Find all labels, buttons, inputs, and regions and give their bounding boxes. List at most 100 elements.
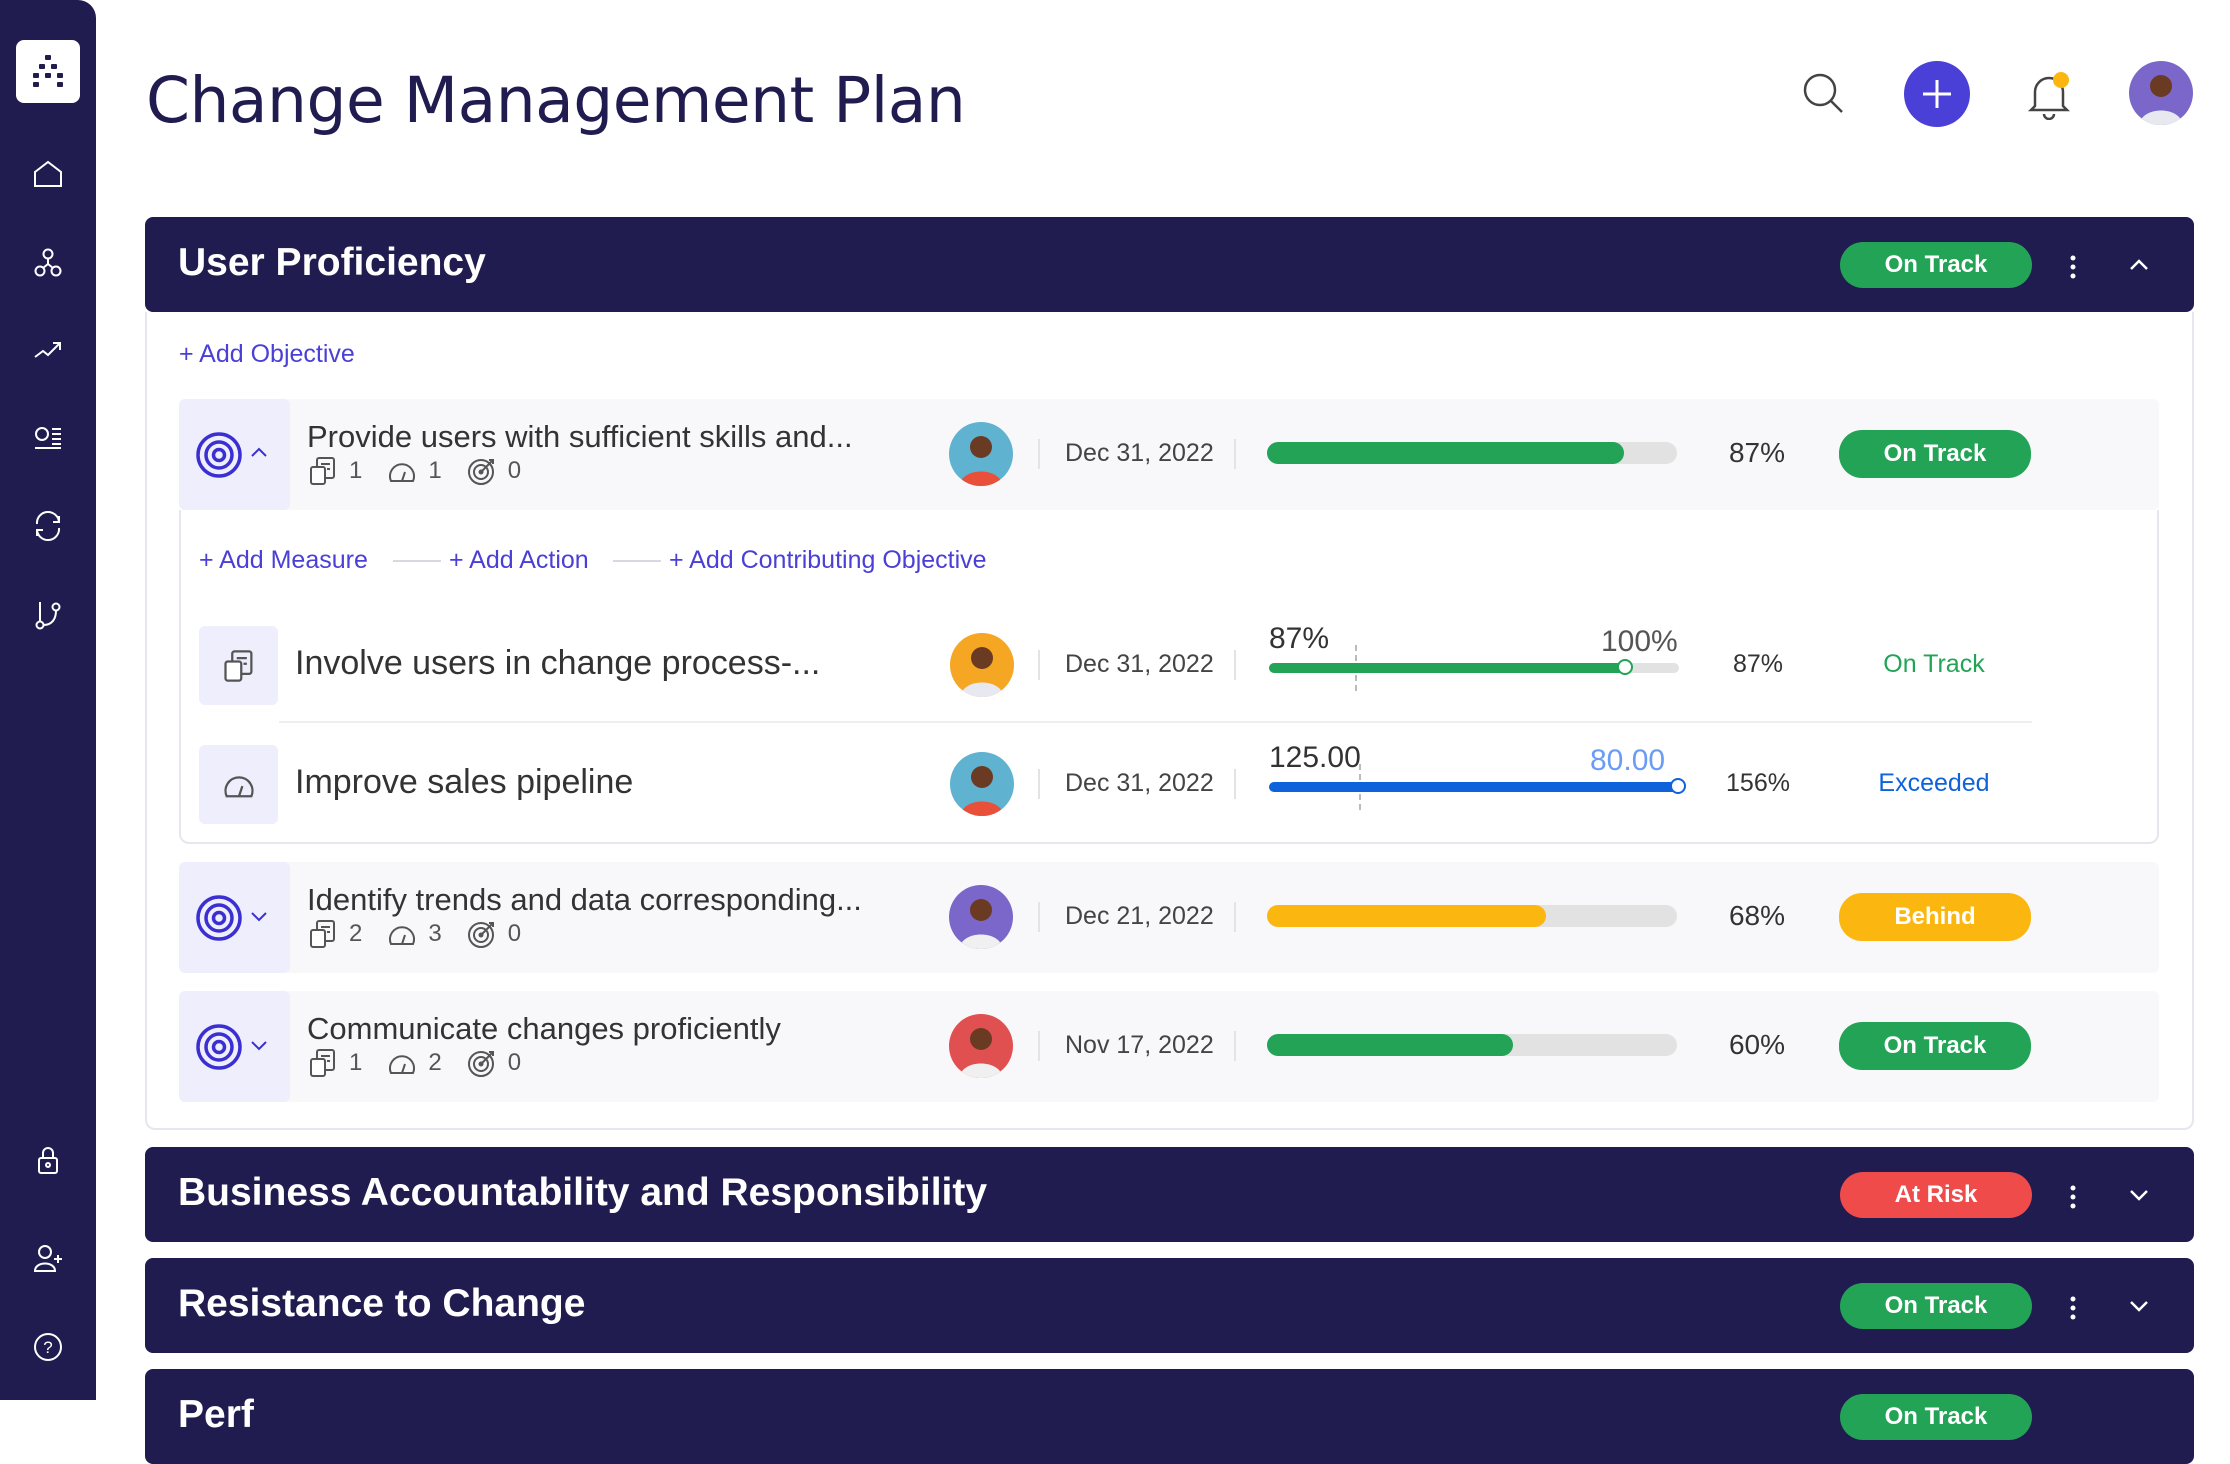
progress-fill — [1269, 778, 1686, 794]
add-measure-link[interactable]: + Add Measure — [199, 546, 368, 574]
action-icon — [307, 918, 339, 950]
due-date: Dec 21, 2022 — [1065, 902, 1214, 930]
objective-icon-cell[interactable] — [179, 862, 290, 973]
measure-row[interactable]: Improve sales pipeline Dec 31, 2022 125.… — [181, 729, 2161, 839]
status-badge: On Track — [1840, 1394, 2032, 1440]
status-badge: On Track — [1839, 1022, 2031, 1070]
help-icon: ? — [34, 1333, 62, 1361]
owner-avatar[interactable] — [950, 752, 1014, 816]
progress-bar — [1267, 905, 1677, 927]
app-logo[interactable] — [16, 40, 80, 103]
divider — [1038, 439, 1040, 469]
add-contributing-objective-link[interactable]: + Add Contributing Objective — [669, 546, 987, 574]
objective-title[interactable]: Identify trends and data corresponding..… — [307, 882, 862, 917]
section-partial[interactable]: Perf On Track — [145, 1369, 2194, 1464]
progress-fill — [1267, 442, 1624, 464]
connector — [393, 560, 441, 562]
owner-avatar[interactable] — [950, 633, 1014, 697]
progress-knob[interactable] — [1670, 778, 1686, 794]
objective-row[interactable]: Identify trends and data corresponding..… — [179, 862, 2159, 973]
objective-details: + Add Measure + Add Action + Add Contrib… — [179, 510, 2159, 844]
chevron-down-icon[interactable] — [249, 910, 269, 924]
section-business-accountability[interactable]: Business Accountability and Responsibili… — [145, 1147, 2194, 1242]
sidebar-item-sync[interactable] — [30, 508, 66, 544]
sidebar-item-add-user[interactable] — [30, 1240, 66, 1276]
section-resistance-to-change[interactable]: Resistance to Change On Track — [145, 1258, 2194, 1353]
logo-icon — [33, 54, 63, 87]
objective-counts: 1 1 0 — [307, 455, 535, 487]
person-icon — [950, 633, 1014, 697]
action-count: 2 — [349, 920, 363, 947]
person-icon — [950, 752, 1014, 816]
sidebar-item-hierarchy[interactable] — [30, 245, 66, 281]
sidebar-item-help[interactable]: ? — [30, 1329, 66, 1365]
target-icon — [195, 431, 243, 479]
divider — [1038, 902, 1040, 932]
more-options-icon[interactable] — [2067, 1183, 2079, 1211]
notifications-button[interactable] — [2026, 68, 2072, 120]
objective-title[interactable]: Communicate changes proficiently — [307, 1011, 781, 1046]
measure-row[interactable]: Involve users in change process-... Dec … — [181, 610, 2161, 720]
due-date: Dec 31, 2022 — [1065, 769, 1214, 797]
status-badge: On Track — [1840, 242, 2032, 288]
due-date: Dec 31, 2022 — [1065, 439, 1214, 467]
sidebar-item-branch[interactable] — [30, 597, 66, 633]
sidebar-item-lock[interactable] — [30, 1142, 66, 1178]
progress-fill — [1269, 659, 1633, 675]
measure-count: 3 — [428, 920, 442, 947]
measure-count: 2 — [428, 1049, 442, 1076]
more-options-icon[interactable] — [2067, 1294, 2079, 1322]
sidebar-item-list[interactable] — [30, 419, 66, 455]
measure-count: 1 — [428, 457, 442, 484]
objective-title[interactable]: Provide users with sufficient skills and… — [307, 419, 853, 454]
divider — [1038, 650, 1040, 680]
sidebar-item-analytics[interactable] — [30, 332, 66, 368]
add-objective-link[interactable]: + Add Objective — [179, 340, 355, 368]
status-badge: On Track — [1840, 1283, 2032, 1329]
objective-target-icon — [466, 1047, 498, 1079]
search-icon — [1803, 73, 1843, 113]
objective-icon-cell[interactable] — [179, 399, 290, 510]
hierarchy-icon — [34, 248, 62, 277]
section-user-proficiency[interactable]: User Proficiency On Track — [145, 217, 2194, 312]
objective-icon-cell[interactable] — [179, 991, 290, 1102]
sync-icon — [35, 510, 61, 542]
measure-icon-cell — [199, 626, 278, 705]
bell-icon — [2027, 72, 2071, 120]
divider — [1038, 769, 1040, 799]
status-badge: On Track — [1839, 430, 2031, 478]
contributing-count: 0 — [507, 1049, 522, 1076]
objective-row[interactable]: Provide users with sufficient skills and… — [179, 399, 2159, 510]
chevron-down-icon[interactable] — [2125, 1181, 2153, 1209]
progress-knob[interactable] — [1616, 659, 1633, 675]
add-button[interactable] — [1904, 61, 1970, 127]
measure-status: On Track — [1883, 650, 1985, 678]
chevron-up-icon[interactable] — [2125, 251, 2153, 279]
owner-avatar[interactable] — [949, 885, 1013, 949]
add-action-link[interactable]: + Add Action — [449, 546, 589, 574]
objective-row[interactable]: Communicate changes proficiently 1 2 0 N… — [179, 991, 2159, 1102]
chevron-up-icon[interactable] — [249, 445, 269, 459]
divider — [1234, 769, 1236, 799]
more-options-icon[interactable] — [2067, 253, 2079, 281]
user-avatar[interactable] — [2129, 61, 2193, 125]
row-divider — [279, 721, 2032, 723]
status-badge: Behind — [1839, 893, 2031, 941]
sidebar: ? — [0, 0, 96, 1400]
objective-counts: 2 3 0 — [307, 918, 535, 950]
progress-percent: 156% — [1726, 769, 1790, 797]
target-icon — [195, 894, 243, 942]
home-icon — [34, 160, 62, 187]
measure-title[interactable]: Improve sales pipeline — [295, 763, 634, 801]
measure-title[interactable]: Involve users in change process-... — [295, 644, 821, 682]
sidebar-item-home[interactable] — [30, 156, 66, 192]
divider — [1234, 650, 1236, 680]
chevron-down-icon[interactable] — [249, 1039, 269, 1053]
search-button[interactable] — [1801, 71, 1845, 115]
chevron-down-icon[interactable] — [2125, 1292, 2153, 1320]
progress-bar — [1267, 1034, 1677, 1056]
owner-avatar[interactable] — [949, 1014, 1013, 1078]
add-user-icon — [33, 1245, 62, 1272]
page-title: Change Management Plan — [146, 64, 966, 137]
owner-avatar[interactable] — [949, 422, 1013, 486]
